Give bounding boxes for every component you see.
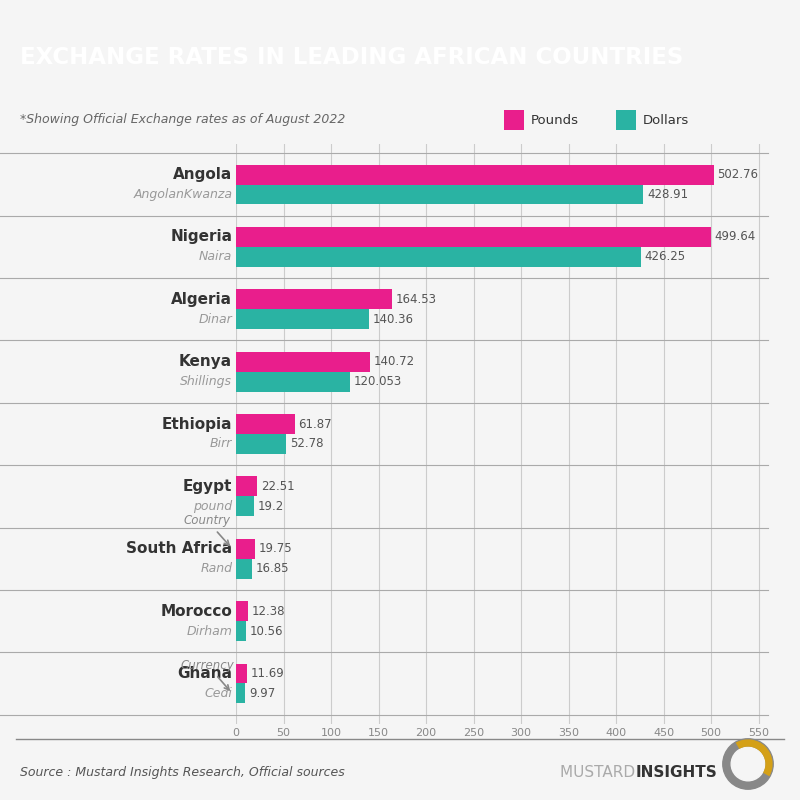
Text: INSIGHTS: INSIGHTS [636,765,718,780]
Text: Naira: Naira [199,250,232,263]
Circle shape [723,739,773,789]
Text: Kenya: Kenya [179,354,232,369]
Text: Rand: Rand [200,562,232,575]
Text: South Africa: South Africa [126,542,232,556]
Text: 502.76: 502.76 [718,168,758,181]
Text: 19.75: 19.75 [258,542,292,555]
Wedge shape [736,739,773,776]
Text: Ghana: Ghana [178,666,232,681]
Text: 11.69: 11.69 [251,667,285,680]
Bar [236,477,258,496]
Text: 140.72: 140.72 [374,355,414,368]
Text: Nigeria: Nigeria [170,230,232,245]
Bar [616,110,636,130]
Text: 12.38: 12.38 [251,605,285,618]
Bar [236,290,392,310]
Text: Ethiopia: Ethiopia [162,417,232,431]
Text: pound: pound [193,500,232,513]
Text: 52.78: 52.78 [290,438,323,450]
Bar [236,434,286,454]
Text: Shillings: Shillings [180,375,232,388]
Bar [236,683,246,703]
Bar [236,185,643,205]
Text: 22.51: 22.51 [261,480,295,493]
Bar [236,372,350,391]
Bar [236,621,246,641]
Text: EXCHANGE RATES IN LEADING AFRICAN COUNTRIES: EXCHANGE RATES IN LEADING AFRICAN COUNTR… [20,46,683,70]
Bar [236,165,714,185]
Bar [236,310,370,330]
Bar [504,110,524,130]
Text: 61.87: 61.87 [298,418,332,430]
Text: MUSTARD: MUSTARD [560,765,640,780]
Bar [236,663,247,683]
Text: 9.97: 9.97 [250,687,275,700]
Bar [236,496,254,516]
Bar [236,414,294,434]
Text: Morocco: Morocco [161,604,232,618]
Bar [236,352,370,372]
Text: AngolanKwanza: AngolanKwanza [133,188,232,201]
Text: Algeria: Algeria [171,292,232,306]
Text: 19.2: 19.2 [258,500,284,513]
Bar [236,601,248,621]
Text: Cedi: Cedi [204,687,232,700]
Bar [236,247,641,267]
Text: *Showing Official Exchange rates as of August 2022: *Showing Official Exchange rates as of A… [20,114,346,126]
Text: Source : Mustard Insights Research, Official sources: Source : Mustard Insights Research, Offi… [20,766,345,779]
Circle shape [731,747,765,781]
Text: Country: Country [184,514,230,546]
Text: 16.85: 16.85 [256,562,290,575]
Text: Birr: Birr [210,438,232,450]
Text: Egypt: Egypt [183,479,232,494]
Text: Currency: Currency [181,659,234,690]
Bar [236,558,252,578]
Bar [236,227,710,247]
Text: Dinar: Dinar [198,313,232,326]
Text: Angola: Angola [173,167,232,182]
Text: 120.053: 120.053 [354,375,402,388]
Text: 10.56: 10.56 [250,625,283,638]
Text: Dollars: Dollars [642,114,689,126]
Text: 164.53: 164.53 [396,293,437,306]
Text: 428.91: 428.91 [647,188,688,201]
Text: 426.25: 426.25 [645,250,686,263]
Text: Dirham: Dirham [186,625,232,638]
Text: 499.64: 499.64 [714,230,756,243]
Text: Pounds: Pounds [530,114,578,126]
Text: 140.36: 140.36 [373,313,414,326]
Bar [236,538,254,558]
